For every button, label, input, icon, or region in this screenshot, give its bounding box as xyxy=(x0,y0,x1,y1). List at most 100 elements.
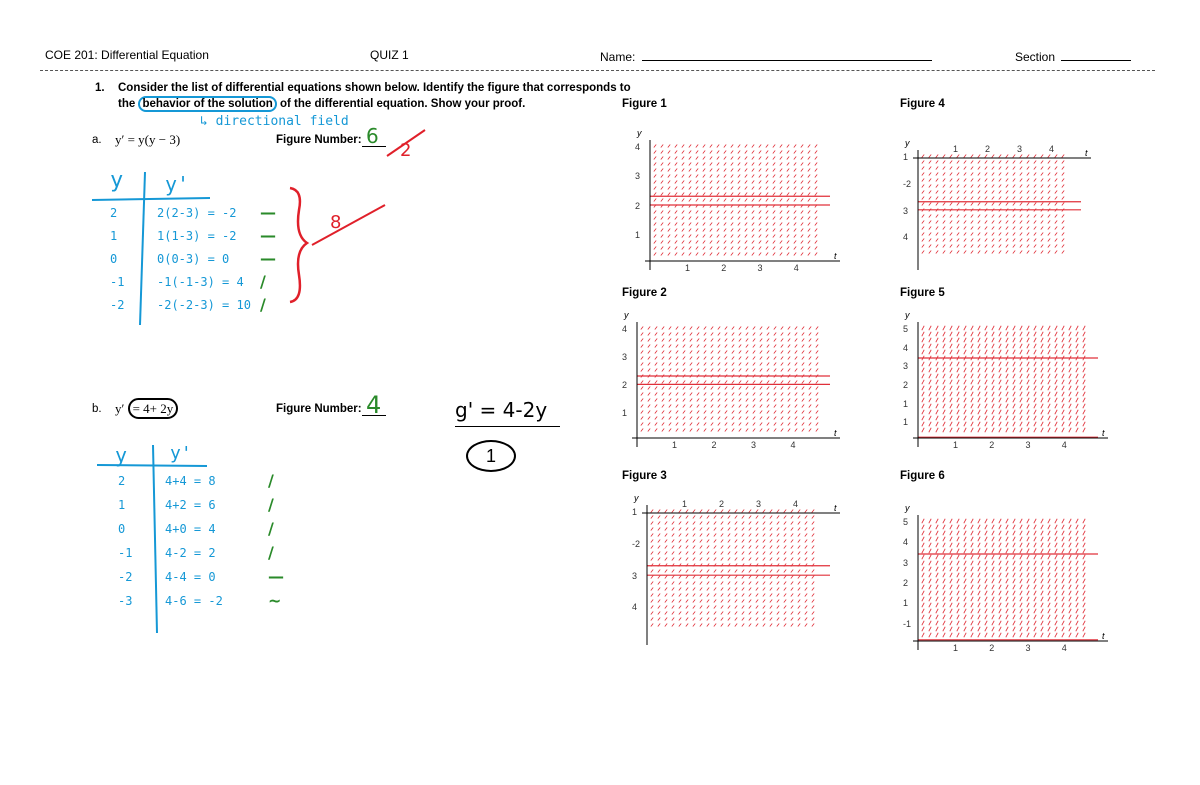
slope-segment xyxy=(1019,226,1023,230)
slope-segment xyxy=(787,410,791,414)
slope-segment xyxy=(970,367,974,373)
slope-segment xyxy=(657,611,661,615)
slope-segment xyxy=(977,196,981,200)
slope-segment xyxy=(797,605,801,609)
slope-segment xyxy=(654,428,658,432)
slope-segment xyxy=(814,228,818,232)
slope-segment xyxy=(1075,614,1079,620)
name-field: Name: xyxy=(600,48,932,64)
slope-segment xyxy=(1033,620,1037,626)
slope-segment xyxy=(984,415,988,421)
slope-segment xyxy=(744,222,748,226)
slope-segment xyxy=(702,240,706,244)
slope-segment xyxy=(1082,403,1086,409)
slope-segment xyxy=(752,326,756,330)
slope-segment xyxy=(748,617,752,621)
slope-segment xyxy=(745,398,749,402)
slope-segment xyxy=(949,367,953,373)
y-tick-label: 1 xyxy=(632,507,638,517)
slope-segment xyxy=(706,557,710,561)
slope-segment xyxy=(921,596,925,602)
slope-segment xyxy=(758,144,762,148)
slope-segment xyxy=(766,338,770,342)
slope-segment xyxy=(977,566,981,572)
slope-segment xyxy=(956,560,960,566)
slope-segment xyxy=(811,575,815,579)
slope-segment xyxy=(706,605,710,609)
slope-segment xyxy=(1026,178,1030,182)
slope-segment xyxy=(647,350,651,354)
slope-segment xyxy=(730,162,734,166)
part-b-figure-label: Figure Number: xyxy=(276,403,362,415)
slope-segment xyxy=(783,611,787,615)
slope-segment xyxy=(751,186,755,190)
slope-segment xyxy=(737,150,741,154)
slope-segment xyxy=(779,228,783,232)
slope-segment xyxy=(675,386,679,390)
slope-segment xyxy=(1040,415,1044,421)
slope-segment xyxy=(703,380,707,384)
slope-segment xyxy=(702,144,706,148)
slope-segment xyxy=(1026,403,1030,409)
slope-segment xyxy=(699,509,703,513)
slope-segment xyxy=(1075,554,1079,560)
slope-segment xyxy=(710,416,714,420)
slope-segment xyxy=(928,250,932,254)
slope-segment xyxy=(745,326,749,330)
slope-segment xyxy=(984,427,988,433)
slope-segment xyxy=(1068,608,1072,614)
slope-segment xyxy=(710,362,714,366)
slope-segment xyxy=(1005,566,1009,572)
slope-segment xyxy=(769,509,773,513)
slope-segment xyxy=(671,545,675,549)
direction-field-plot xyxy=(913,515,1108,650)
question-line-1: Consider the list of differential equati… xyxy=(118,82,631,94)
slope-segment xyxy=(1033,536,1037,542)
slope-segment xyxy=(977,397,981,403)
slope-segment xyxy=(984,409,988,415)
slope-segment xyxy=(928,518,932,524)
slope-segment xyxy=(1033,542,1037,548)
slope-segment xyxy=(741,551,745,555)
slope-segment xyxy=(741,527,745,531)
slope-segment xyxy=(699,527,703,531)
slope-segment xyxy=(1068,566,1072,572)
slope-segment xyxy=(783,515,787,519)
slope-segment xyxy=(660,234,664,238)
slope-segment xyxy=(720,551,724,555)
slope-segment xyxy=(1019,421,1023,427)
slope-segment xyxy=(1047,632,1051,638)
slope-segment xyxy=(660,246,664,250)
slope-segment xyxy=(762,611,766,615)
slope-segment xyxy=(998,536,1002,542)
slope-segment xyxy=(688,186,692,190)
slope-segment xyxy=(977,160,981,164)
slope-segment xyxy=(681,216,685,220)
slope-segment xyxy=(647,410,651,414)
slope-segment xyxy=(1012,331,1016,337)
slope-segment xyxy=(814,144,818,148)
slope-segment xyxy=(713,551,717,555)
table-a-row-y: -2 xyxy=(110,298,125,312)
slope-segment xyxy=(977,250,981,254)
slope-segment xyxy=(664,533,668,537)
slope-segment xyxy=(1026,421,1030,427)
slope-segment xyxy=(1054,367,1058,373)
slope-segment xyxy=(1075,596,1079,602)
slope-segment xyxy=(737,252,741,256)
slope-segment xyxy=(787,368,791,372)
slope-segment xyxy=(702,192,706,196)
slope-segment xyxy=(998,220,1002,224)
slope-segment xyxy=(759,344,763,348)
slope-segment xyxy=(963,367,967,373)
slope-segment xyxy=(765,240,769,244)
slope-segment xyxy=(998,172,1002,176)
table-b-row-slope: ~ xyxy=(268,591,282,610)
slope-segment xyxy=(928,409,932,415)
slope-segment xyxy=(1061,331,1065,337)
slope-segment xyxy=(752,422,756,426)
slope-segment xyxy=(1047,238,1051,242)
slope-segment xyxy=(956,226,960,230)
slope-segment xyxy=(921,373,925,379)
slope-segment xyxy=(970,530,974,536)
